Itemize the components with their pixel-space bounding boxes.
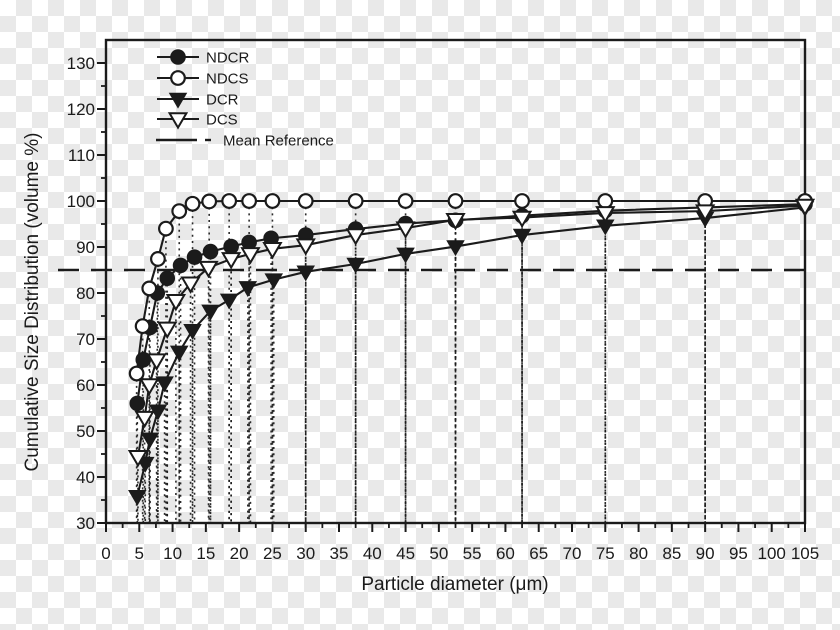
x-tick-label: 40 [363,544,382,563]
x-tick-label: 65 [529,544,548,563]
legend-label: DCS [206,112,238,129]
x-tick-label: 70 [563,544,582,563]
series-markers-DCS [127,198,816,468]
y-tick-label: 120 [67,100,95,119]
legend-label: DCR [206,92,239,109]
legend-item-dcs: DCS [157,112,238,130]
x-tick-label: 90 [696,544,715,563]
y-tick-label: 100 [67,192,95,211]
x-tick-label: 55 [463,544,482,563]
legend-item-mean-reference: Mean Reference [156,133,334,150]
y-tick-label: 50 [76,422,95,441]
y-tick-label: 60 [76,376,95,395]
y-tick-label: 80 [76,284,95,303]
legend-label: NDCR [206,50,249,67]
x-tick-label: 15 [196,544,215,563]
y-tick-label: 90 [76,238,95,257]
x-tick-label: 85 [662,544,681,563]
x-tick-label: 60 [496,544,515,563]
legend-label: NDCS [206,71,249,88]
y-tick-label: 130 [67,54,95,73]
x-tick-label: 10 [163,544,182,563]
y-axis-title: Cumulative Size Distribution (volume %) [22,132,43,472]
x-tick-label: 35 [330,544,349,563]
x-tick-label: 75 [596,544,615,563]
series-markers [127,193,816,506]
y-tick-label: 30 [76,514,95,533]
legend-item-dcr: DCR [157,92,239,109]
legend: NDCR NDCS DCR DCS Mean Reference [156,49,334,150]
x-axis-title: Particle diameter (μm) [361,574,549,595]
legend-item-ndcr: NDCR [157,49,249,67]
legend-item-ndcs: NDCS [157,70,249,88]
x-tick-label: 95 [729,544,748,563]
x-tick-label: 100 [758,544,786,563]
y-tick-label: 110 [68,146,95,165]
series-markers-DCR [128,201,815,506]
x-tick-label: 20 [230,544,249,563]
legend-label: Mean Reference [223,133,334,150]
y-tick-label: 70 [76,330,95,349]
x-tick-label: 80 [629,544,648,563]
x-tick-label: 45 [396,544,415,563]
y-tick-label: 40 [76,468,95,487]
x-tick-label: 50 [429,544,448,563]
axes: 0 5 10 15 20 25 30 35 40 45 50 55 60 65 70 75 80 85 90 95 10… [67,38,819,563]
x-tick-label: 105 [791,544,819,563]
series-markers-NDCS [128,193,813,382]
x-tick-label: 5 [135,544,144,563]
x-tick-label: 30 [296,544,315,563]
x-tick-label: 0 [101,544,110,563]
x-tick-label: 25 [263,544,282,563]
